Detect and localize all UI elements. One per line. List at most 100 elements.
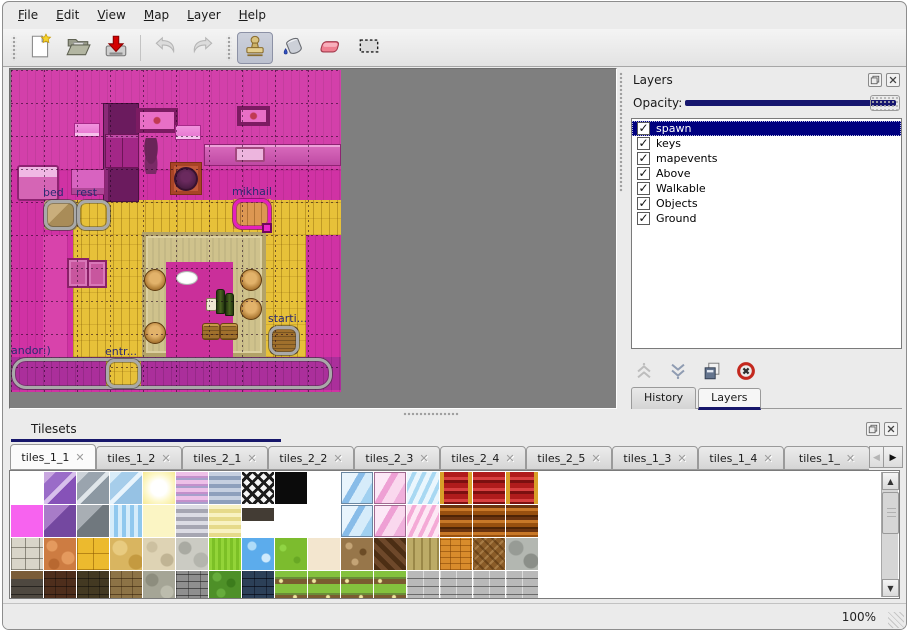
tileset-tile-planks-brown[interactable] (473, 505, 505, 537)
bucket-fill-button[interactable] (275, 32, 311, 64)
layers-float-button[interactable] (868, 73, 882, 87)
layer-visibility-checkbox[interactable]: ✓ (637, 121, 650, 135)
tileset-tile-stone-planks[interactable] (440, 571, 472, 598)
tileset-tab-tiles_1_1[interactable]: tiles_1_1 ✕ (10, 444, 96, 470)
tileset-scrollbar[interactable]: ▲ ▼ (881, 472, 899, 597)
tileset-tile-stripe-yellow[interactable] (209, 505, 241, 537)
horizontal-splitter[interactable] (3, 409, 906, 418)
layer-row-objects[interactable]: ✓ Objects (632, 196, 901, 211)
tileset-tile-glass-pink[interactable] (374, 505, 406, 537)
tileset-tile-grass[interactable] (275, 538, 307, 570)
tileset-tile-wall-brown[interactable] (44, 571, 76, 598)
map-object-mikhail[interactable] (233, 199, 272, 233)
tileset-tile-farm[interactable] (275, 571, 307, 598)
layers-close-button[interactable] (886, 73, 900, 87)
tileset-tile-sign[interactable] (242, 505, 274, 537)
layer-visibility-checkbox[interactable]: ✓ (637, 196, 650, 210)
tileset-tile-water[interactable] (242, 538, 274, 570)
layer-visibility-checkbox[interactable]: ✓ (637, 136, 650, 150)
tileset-tab-tiles_2_4[interactable]: tiles_2_4 ✕ (440, 446, 526, 470)
layer-row-keys[interactable]: ✓ keys (632, 136, 901, 151)
duplicate-layer-button[interactable] (699, 359, 725, 385)
menu-view[interactable]: View (97, 8, 126, 22)
tileset-tile-glass-blue2[interactable] (341, 505, 373, 537)
tileset-tile-brick-blue[interactable] (242, 571, 274, 598)
tileset-tile-hedge[interactable] (209, 571, 241, 598)
object-resize-handle[interactable] (262, 223, 272, 233)
new-file-button[interactable] (22, 32, 58, 64)
tileset-tile-grass-bright[interactable] (209, 538, 241, 570)
scroll-down-button[interactable]: ▼ (882, 579, 899, 597)
tileset-tile-wall-olive[interactable] (77, 571, 109, 598)
tab-close-icon[interactable]: ✕ (161, 451, 171, 465)
tab-close-icon[interactable]: ✕ (591, 451, 601, 465)
tab-scroll-right-button[interactable]: ▶ (883, 446, 903, 468)
open-file-button[interactable] (60, 32, 96, 64)
layer-visibility-checkbox[interactable]: ✓ (637, 151, 650, 165)
tileset-tile-glass-gray[interactable] (77, 472, 109, 504)
tileset-tile-stripe-pink[interactable] (176, 472, 208, 504)
layer-row-mapevents[interactable]: ✓ mapevents (632, 151, 901, 166)
layer-row-spawn[interactable]: ✓ spawn (632, 121, 901, 136)
tileset-tile-waves-blue[interactable] (407, 472, 439, 504)
tileset-tile-farm[interactable] (308, 571, 340, 598)
map-object-bed[interactable] (44, 200, 77, 230)
tileset-tile-cobble-beige[interactable] (143, 538, 175, 570)
move-layer-up-button[interactable] (631, 359, 657, 385)
tileset-tab-tiles_2_1[interactable]: tiles_2_1 ✕ (182, 446, 268, 470)
tileset-tile-sand[interactable] (308, 538, 340, 570)
tileset-tile-planks-brown[interactable] (440, 505, 472, 537)
tileset-tile-white[interactable] (275, 505, 307, 537)
tileset-tile-stripe-bluegray[interactable] (209, 472, 241, 504)
tileset-tile-tile-gold[interactable] (77, 538, 109, 570)
map-canvas[interactable]: bed rest mikhail andor:) entr... starti... (11, 70, 341, 392)
layer-visibility-checkbox[interactable]: ✓ (637, 166, 650, 180)
tileset-tile-glass-purple[interactable] (44, 472, 76, 504)
tileset-tile-white[interactable] (308, 472, 340, 504)
layer-visibility-checkbox[interactable]: ✓ (637, 211, 650, 225)
tileset-tile-stone-slabs[interactable] (11, 538, 43, 570)
tileset-tile-wood-dark[interactable] (374, 538, 406, 570)
tileset-tile-cobble-gray[interactable] (143, 571, 175, 598)
tileset-tab-tiles_1_4[interactable]: tiles_1_4 ✕ (698, 446, 784, 470)
tileset-tab-tiles_2_3[interactable]: tiles_2_3 ✕ (354, 446, 440, 470)
eraser-button[interactable] (313, 32, 349, 64)
tab-close-icon[interactable]: ✕ (763, 451, 773, 465)
tileset-tile-stonecircles[interactable] (506, 538, 538, 570)
vertical-splitter[interactable] (617, 68, 625, 409)
tileset-tile-pebbles-gray[interactable] (176, 538, 208, 570)
menu-help[interactable]: Help (238, 8, 267, 22)
menu-layer[interactable]: Layer (187, 8, 221, 22)
tileset-tile-black[interactable] (275, 472, 307, 504)
move-layer-down-button[interactable] (665, 359, 691, 385)
tileset-tile-weave-orange[interactable] (440, 538, 472, 570)
tileset-tile-flagstone-tan[interactable] (110, 538, 142, 570)
map-viewport[interactable]: bed rest mikhail andor:) entr... starti... (9, 68, 617, 409)
tileset-tile-pale-yellow[interactable] (143, 505, 175, 537)
opacity-slider[interactable] (685, 93, 900, 113)
tileset-tile-planks-v[interactable] (407, 538, 439, 570)
stamp-brush-button[interactable] (237, 31, 273, 64)
tileset-tile-glow-yellow[interactable] (143, 472, 175, 504)
tileset-tile-lattice[interactable] (242, 472, 274, 504)
tileset-tile-glass-darkpurple[interactable] (44, 505, 76, 537)
tileset-tile-stone-planks[interactable] (407, 571, 439, 598)
tileset-tile-glass-blue[interactable] (110, 472, 142, 504)
tab-scroll-left-button[interactable]: ◀ (869, 446, 883, 468)
layer-row-walkable[interactable]: ✓ Walkable (632, 181, 901, 196)
tileset-tile-glass-blue2[interactable] (341, 472, 373, 504)
tileset-tab-tiles_2_2[interactable]: tiles_2_2 ✕ (268, 446, 354, 470)
map-object-andor[interactable] (12, 358, 332, 389)
tab-close-icon[interactable]: ✕ (419, 451, 429, 465)
tab-close-icon[interactable]: ✕ (505, 451, 515, 465)
map-object-starti[interactable] (269, 326, 299, 355)
menu-edit[interactable]: Edit (56, 8, 80, 22)
opacity-slider-handle[interactable] (870, 95, 900, 111)
opacity-slider-track[interactable] (685, 100, 896, 106)
tileset-tile-farm[interactable] (341, 571, 373, 598)
tilesets-close-button[interactable] (884, 422, 898, 436)
tileset-tile-stone-planks[interactable] (506, 571, 538, 598)
tileset-tab-tiles_1_[interactable]: tiles_1_ ✕ (784, 446, 869, 470)
tileset-tile-brick-gray[interactable] (176, 571, 208, 598)
scroll-up-button[interactable]: ▲ (882, 472, 899, 490)
